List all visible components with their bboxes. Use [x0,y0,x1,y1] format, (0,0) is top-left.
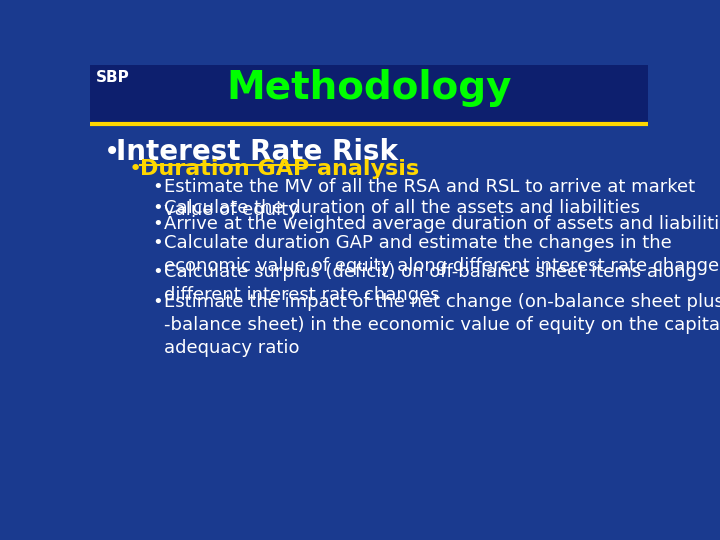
Bar [90,126,648,481]
Text: Calculate duration GAP and estimate the changes in the
economic value of equity : Calculate duration GAP and estimate the … [163,234,720,275]
Bar [90,65,648,126]
Text: Arrive at the weighted average duration of assets and liabilities: Arrive at the weighted average duration … [163,215,720,233]
Text: •: • [152,215,163,233]
Text: Methodology: Methodology [226,69,512,107]
Text: Estimate the impact of the net change (on-balance sheet plus off
-balance sheet): Estimate the impact of the net change (o… [163,294,720,357]
Text: SBP: SBP [96,70,130,85]
Text: Interest Rate Risk: Interest Rate Risk [117,138,398,166]
Text: Calculate the duration of all the assets and liabilities: Calculate the duration of all the assets… [163,199,639,217]
Text: •: • [152,234,163,252]
Text: •: • [152,199,163,217]
Text: •: • [152,262,163,281]
Text: •: • [104,138,120,166]
Text: •: • [152,178,163,196]
Text: Calculate surplus (deficit) on off-balance sheet items along
different interest : Calculate surplus (deficit) on off-balan… [163,262,696,303]
Text: •: • [129,159,142,179]
Text: Estimate the MV of all the RSA and RSL to arrive at market
value of equity: Estimate the MV of all the RSA and RSL t… [163,178,695,219]
Text: •: • [152,294,163,312]
Text: Duration GAP analysis: Duration GAP analysis [140,159,420,179]
